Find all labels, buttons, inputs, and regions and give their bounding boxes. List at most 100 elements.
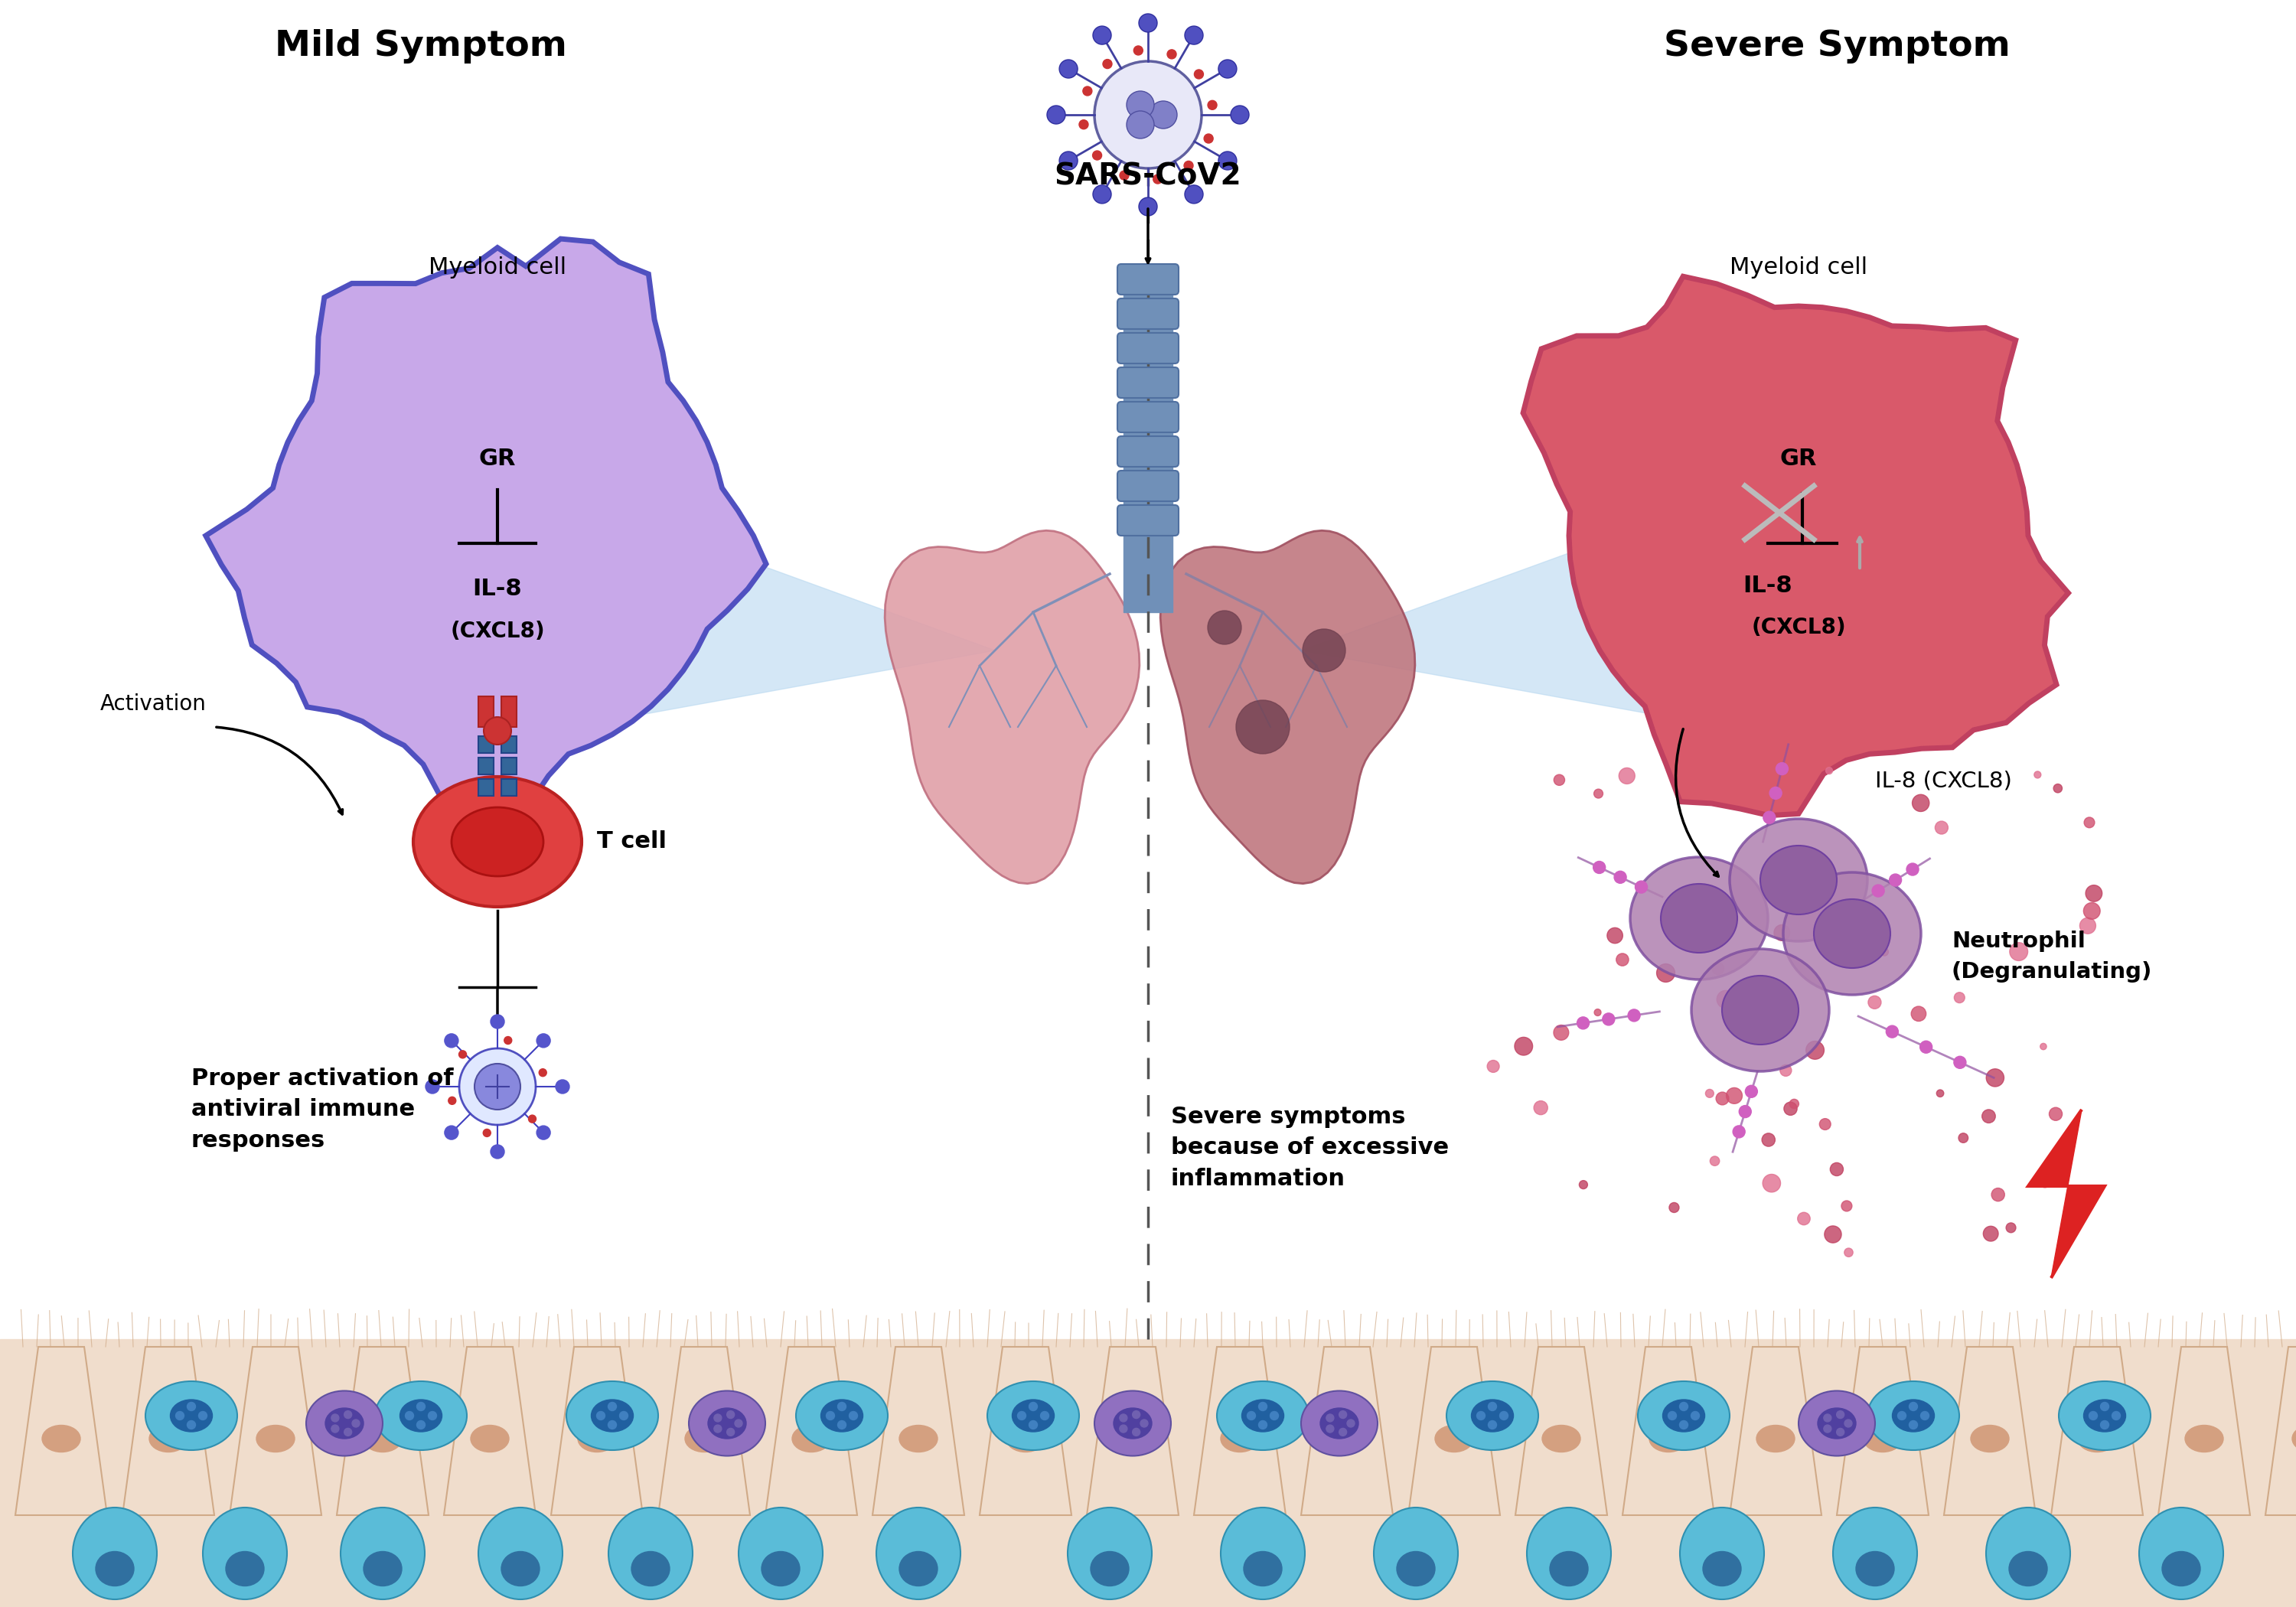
Circle shape (714, 1414, 721, 1422)
Ellipse shape (2060, 1382, 2151, 1450)
Ellipse shape (1818, 1408, 1855, 1438)
Circle shape (1667, 1411, 1676, 1421)
Circle shape (1837, 1429, 1844, 1437)
Ellipse shape (1704, 1551, 1740, 1586)
Text: IL-8 (CXCL8): IL-8 (CXCL8) (1876, 770, 2011, 791)
Circle shape (1986, 1069, 2004, 1086)
Polygon shape (1086, 1347, 1178, 1515)
Circle shape (1715, 1093, 1729, 1106)
Circle shape (1711, 1157, 1720, 1165)
Circle shape (537, 1033, 551, 1048)
Ellipse shape (363, 1551, 402, 1586)
Circle shape (1713, 963, 1724, 974)
Circle shape (1844, 1249, 1853, 1257)
Bar (478, 736, 494, 754)
Polygon shape (980, 1347, 1072, 1515)
Circle shape (1185, 161, 1194, 170)
Polygon shape (2027, 1109, 2105, 1278)
Circle shape (1488, 1403, 1497, 1411)
Ellipse shape (1013, 1400, 1054, 1432)
Circle shape (482, 1130, 491, 1136)
Circle shape (728, 1411, 735, 1419)
Circle shape (1488, 1421, 1497, 1429)
Polygon shape (765, 1347, 856, 1515)
Polygon shape (1407, 1347, 1499, 1515)
FancyBboxPatch shape (1118, 435, 1178, 466)
Circle shape (1919, 1411, 1929, 1421)
Circle shape (1616, 953, 1628, 966)
Text: Neutrophil
(Degranulating): Neutrophil (Degranulating) (1952, 930, 2151, 982)
Circle shape (197, 1411, 207, 1421)
Polygon shape (872, 1347, 964, 1515)
Circle shape (1127, 92, 1155, 119)
Circle shape (620, 1411, 627, 1421)
Circle shape (1745, 1085, 1756, 1098)
Circle shape (1919, 1041, 1933, 1053)
Circle shape (1906, 863, 1919, 876)
Bar (478, 696, 494, 726)
Ellipse shape (73, 1507, 156, 1599)
Polygon shape (443, 1347, 535, 1515)
Circle shape (1488, 1061, 1499, 1072)
Circle shape (1247, 1411, 1256, 1421)
Circle shape (2080, 918, 2096, 934)
Circle shape (1678, 1421, 1688, 1429)
Circle shape (1185, 26, 1203, 45)
Ellipse shape (1217, 1382, 1309, 1450)
Ellipse shape (579, 1425, 615, 1453)
Ellipse shape (684, 1425, 723, 1453)
FancyBboxPatch shape (1118, 402, 1178, 432)
Ellipse shape (822, 1400, 863, 1432)
Ellipse shape (1244, 1551, 1281, 1586)
Circle shape (425, 1080, 439, 1093)
Ellipse shape (1091, 1551, 1130, 1586)
Ellipse shape (305, 1390, 383, 1456)
Circle shape (1678, 1403, 1688, 1411)
Ellipse shape (1435, 1425, 1474, 1453)
Circle shape (1139, 14, 1157, 32)
Ellipse shape (1527, 1507, 1612, 1599)
Circle shape (728, 1429, 735, 1437)
Ellipse shape (1472, 1400, 1513, 1432)
Circle shape (1029, 1421, 1038, 1429)
Circle shape (1093, 151, 1102, 161)
Circle shape (427, 1411, 436, 1421)
Ellipse shape (2291, 1425, 2296, 1453)
Polygon shape (1729, 1347, 1821, 1515)
Circle shape (827, 1411, 836, 1421)
Polygon shape (1159, 530, 1414, 884)
Circle shape (528, 1115, 535, 1123)
Circle shape (1807, 1041, 1823, 1059)
FancyBboxPatch shape (1118, 333, 1178, 363)
Ellipse shape (1068, 1507, 1153, 1599)
Ellipse shape (1761, 845, 1837, 914)
Circle shape (1727, 1088, 1743, 1104)
Ellipse shape (1630, 857, 1768, 980)
Circle shape (1837, 1411, 1844, 1419)
Polygon shape (207, 239, 767, 842)
Circle shape (1954, 1056, 1965, 1069)
Circle shape (2034, 771, 2041, 778)
Circle shape (1515, 1037, 1534, 1056)
Ellipse shape (1114, 1408, 1153, 1438)
Circle shape (1132, 1411, 1141, 1419)
Circle shape (1580, 1181, 1587, 1189)
Ellipse shape (363, 1425, 402, 1453)
Circle shape (556, 1080, 569, 1093)
Circle shape (1302, 628, 1345, 672)
Circle shape (1120, 1414, 1127, 1422)
Polygon shape (2266, 1347, 2296, 1515)
Text: GR: GR (1779, 448, 1816, 471)
Circle shape (1789, 1099, 1798, 1109)
Circle shape (1770, 787, 1782, 799)
Circle shape (1761, 1133, 1775, 1146)
Circle shape (1141, 1419, 1148, 1427)
Text: GR: GR (480, 448, 517, 471)
Ellipse shape (1221, 1507, 1304, 1599)
Circle shape (1476, 1411, 1486, 1421)
Text: SARS-CoV2: SARS-CoV2 (1054, 162, 1242, 191)
Ellipse shape (501, 1551, 540, 1586)
Bar (501, 736, 517, 754)
Circle shape (1635, 881, 1646, 893)
Ellipse shape (41, 1425, 80, 1453)
